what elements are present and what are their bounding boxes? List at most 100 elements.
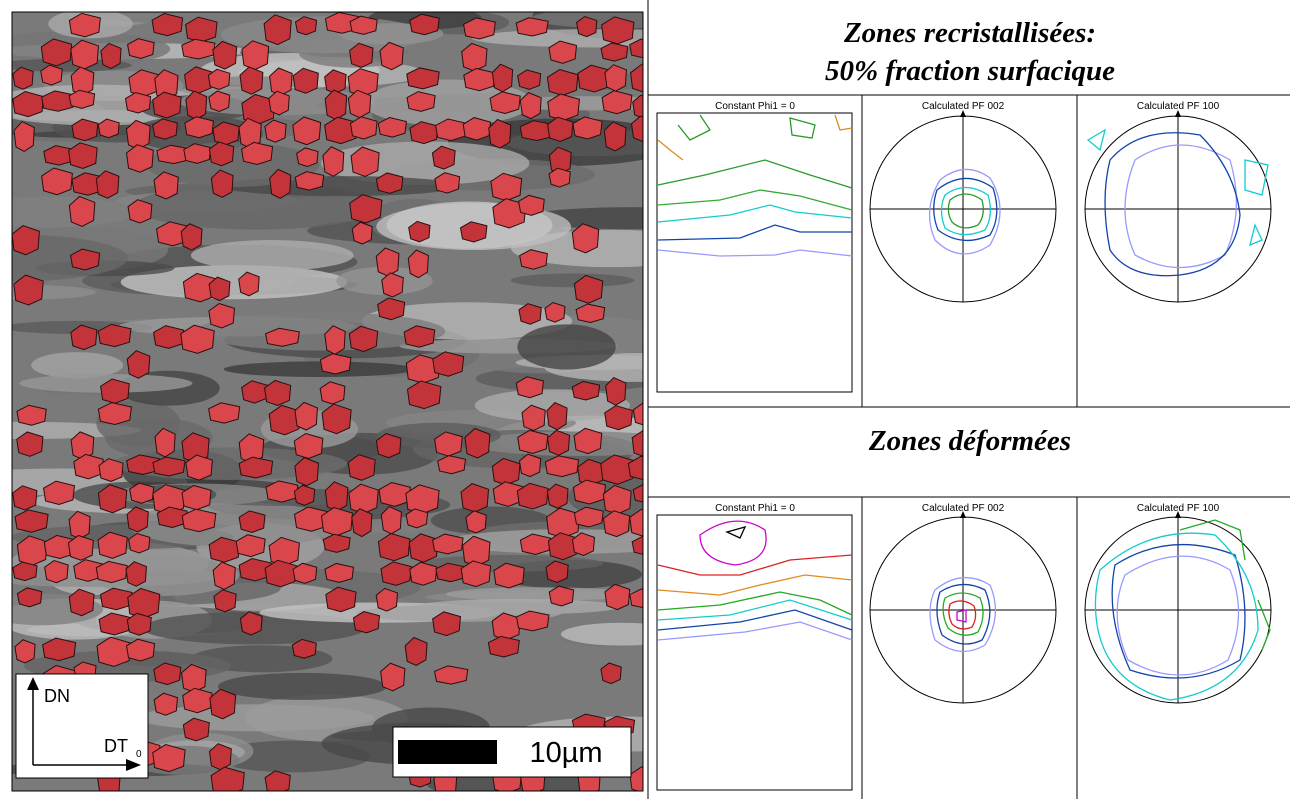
recrystallized-grain — [212, 121, 240, 146]
recrystallized-grain — [70, 39, 99, 70]
deformed-grain — [190, 240, 354, 271]
recrystallized-grain — [349, 194, 383, 224]
recrystallized-grain — [126, 612, 152, 636]
recrystallized-grain — [97, 531, 128, 559]
recrystallized-grain — [518, 303, 542, 325]
recrystallized-grain — [490, 172, 523, 202]
recrystallized-grain — [293, 484, 316, 506]
recrystallized-grain — [268, 90, 290, 116]
recrystallized-grain — [71, 118, 99, 142]
recrystallized-grain — [521, 404, 546, 432]
recrystallized-grain — [460, 560, 492, 588]
recrystallized-grain — [572, 116, 603, 140]
recrystallized-grain — [517, 69, 542, 90]
recrystallized-grain — [350, 146, 380, 178]
recrystallized-grain — [381, 272, 404, 298]
recrystallized-grain — [546, 402, 568, 431]
recrystallized-grain — [14, 639, 36, 664]
recrystallized-grain — [547, 429, 571, 456]
recrystallized-grain — [185, 90, 208, 121]
recrystallized-grain — [13, 120, 35, 152]
recrystallized-grain — [464, 427, 491, 459]
recrystallized-grain — [239, 66, 264, 95]
recrystallized-grain — [324, 325, 346, 355]
recrystallized-grain — [180, 663, 207, 693]
recrystallized-grain — [100, 378, 130, 404]
recrystallized-grain — [545, 560, 569, 583]
recrystallized-grain — [208, 536, 241, 563]
recrystallized-grain — [213, 589, 237, 613]
recrystallized-grain — [268, 404, 301, 436]
recrystallized-grain — [322, 533, 351, 553]
recrystallized-grain — [437, 455, 467, 475]
recrystallized-grain — [68, 142, 98, 170]
recrystallized-grain — [97, 323, 132, 348]
recrystallized-grain — [182, 687, 213, 714]
recrystallized-grain — [632, 94, 643, 119]
pole-arrow — [1175, 511, 1181, 518]
recrystallized-grain — [13, 274, 44, 306]
recrystallized-grain — [238, 271, 260, 297]
recrystallized-grain — [547, 116, 574, 143]
recrystallized-grain — [180, 223, 203, 251]
pole-arrow — [960, 511, 966, 518]
deformed-grain — [120, 265, 348, 300]
recrystallized-grain — [351, 508, 373, 538]
recrystallized-grain — [433, 665, 469, 685]
recrystallized-grain — [375, 247, 400, 277]
recrystallized-grain — [183, 143, 212, 164]
recrystallized-grain — [69, 248, 101, 271]
recrystallized-grain — [12, 91, 45, 118]
recrystallized-grain — [151, 13, 184, 37]
recrystallized-grain — [296, 147, 319, 168]
recrystallized-grain — [403, 325, 436, 348]
recrystallized-grain — [127, 199, 153, 224]
recrystallized-grain — [604, 583, 631, 611]
deformed-grain — [12, 234, 128, 282]
recrystallized-grain — [518, 453, 542, 478]
recrystallized-grain — [604, 64, 627, 92]
recrystallized-grain — [95, 560, 128, 584]
recrystallized-grain — [375, 432, 402, 459]
recrystallized-grain — [241, 40, 270, 71]
recrystallized-grain — [152, 91, 182, 119]
recrystallized-grain — [98, 458, 124, 482]
recrystallized-grain — [460, 483, 490, 513]
recrystallized-grain — [291, 638, 317, 659]
recrystallized-grain — [407, 249, 429, 279]
recrystallized-grain — [154, 427, 176, 458]
recrystallized-grain — [181, 484, 212, 511]
recrystallized-grain — [320, 507, 354, 537]
recrystallized-grain — [294, 401, 318, 431]
pole-figures: Constant Phi1 = 0 Calculated PF 002 Calcul… — [656, 95, 1272, 799]
recrystallized-grain — [434, 172, 461, 194]
recrystallized-grain — [14, 509, 49, 533]
recrystallized-grain — [462, 535, 491, 567]
recrystallized-grain — [209, 688, 237, 720]
recrystallized-grain — [406, 91, 436, 112]
arrow-head — [126, 759, 141, 771]
recrystallized-grain — [405, 508, 429, 529]
recrystallized-grain — [632, 402, 643, 426]
recrystallized-grain — [405, 484, 440, 515]
recrystallized-grain — [70, 431, 95, 460]
scale-label: 10µm — [529, 737, 602, 769]
recrystallized-grain — [491, 612, 521, 641]
recrystallized-grain — [600, 662, 622, 685]
recrystallized-grain — [125, 144, 154, 173]
recrystallized-grain — [208, 302, 236, 329]
recrystallized-grain — [16, 587, 43, 608]
recrystallized-grain — [601, 16, 635, 45]
recrystallized-grain — [264, 327, 300, 347]
recrystallized-grain — [264, 559, 297, 588]
recrystallized-grain — [377, 117, 407, 138]
recrystallized-grain — [127, 587, 161, 619]
recrystallized-grain — [630, 115, 643, 143]
recrystallized-grain — [208, 276, 231, 302]
recrystallized-grain — [491, 457, 521, 486]
micrograph-frame — [11, 11, 644, 792]
recrystallized-grain — [604, 405, 633, 431]
recrystallized-grain — [573, 506, 604, 528]
axis-label-dn: DN — [44, 686, 70, 706]
deformed-grain — [517, 324, 616, 370]
